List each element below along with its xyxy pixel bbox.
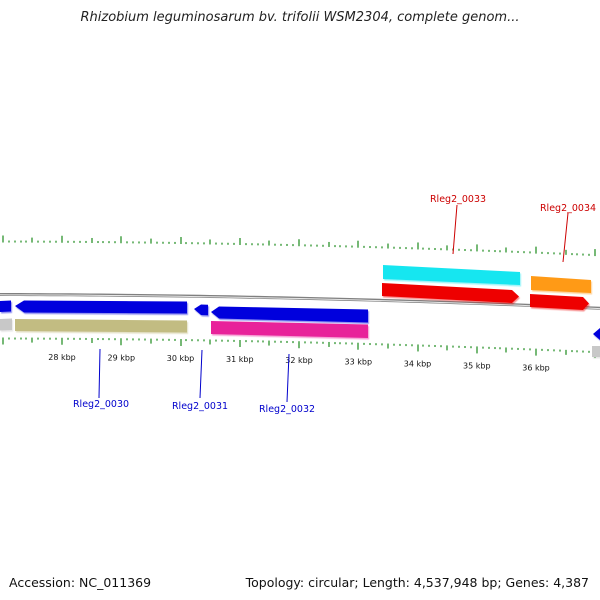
map-title: Rhizobium leguminosarum bv. trifolii WSM… (80, 10, 520, 25)
scale-label: 32 kbp (285, 356, 313, 365)
gene-feature-right-edge[interactable] (593, 328, 600, 340)
gene-label-rleg2-0030[interactable]: Rleg2_0030 (73, 399, 129, 410)
scale-label: 30 kbp (167, 354, 195, 363)
gene-feature-rleg2-0030[interactable] (15, 300, 187, 314)
gene-label-rleg2-0034[interactable]: Rleg2_0034 (540, 203, 596, 214)
lower-tick-track (2, 337, 596, 359)
scale-label: 28 kbp (48, 353, 76, 362)
accession-text: Accession: NC_011369 (9, 575, 152, 590)
leader-rleg2-0031 (199, 349, 203, 399)
leader-rleg2-0034 (562, 212, 569, 263)
gene-label-leaders (98, 204, 569, 403)
cds-feature-rleg2-0033[interactable] (383, 265, 520, 285)
upper-tick-track (2, 235, 596, 257)
scale-label: 35 kbp (463, 361, 491, 370)
leader-rleg2-0032 (286, 353, 290, 403)
gene-feature-rleg2-0032[interactable] (211, 306, 368, 323)
leader-rleg2-0033 (452, 204, 458, 255)
gene-feature-left-edge[interactable] (0, 300, 11, 313)
leader-rleg2-0030 (98, 348, 101, 399)
scale-label: 34 kbp (404, 359, 432, 368)
scale-label: 29 kbp (108, 353, 136, 362)
gene-label-rleg2-0031[interactable]: Rleg2_0031 (172, 401, 228, 412)
gene-feature-rleg2-0033[interactable] (382, 283, 519, 303)
gene-label-rleg2-0032[interactable]: Rleg2_0032 (259, 404, 315, 415)
gene-label-rleg2-0033[interactable]: Rleg2_0033 (430, 194, 486, 205)
scale-label: 31 kbp (226, 355, 254, 364)
genome-summary-text: Topology: circular; Length: 4,537,948 bp… (245, 575, 589, 590)
gene-feature-rleg2-0034[interactable] (530, 294, 589, 310)
cds-feature-rleg2-0034[interactable] (531, 276, 591, 293)
rna-feature-left-edge[interactable] (0, 318, 12, 331)
cds-feature-right-edge[interactable] (592, 346, 600, 357)
scale-label: 33 kbp (345, 358, 373, 367)
cds-feature-rleg2-0030[interactable] (15, 319, 187, 333)
scale-label: 36 kbp (522, 364, 550, 373)
scale-labels: 28 kbp 29 kbp 30 kbp 31 kbp 32 kbp 33 kbp 34 k… (48, 353, 550, 373)
gene-feature-rleg2-0031[interactable] (194, 304, 208, 316)
genome-backbone-highlight (0, 294, 600, 310)
cds-feature-rleg2-0032[interactable] (211, 321, 368, 338)
